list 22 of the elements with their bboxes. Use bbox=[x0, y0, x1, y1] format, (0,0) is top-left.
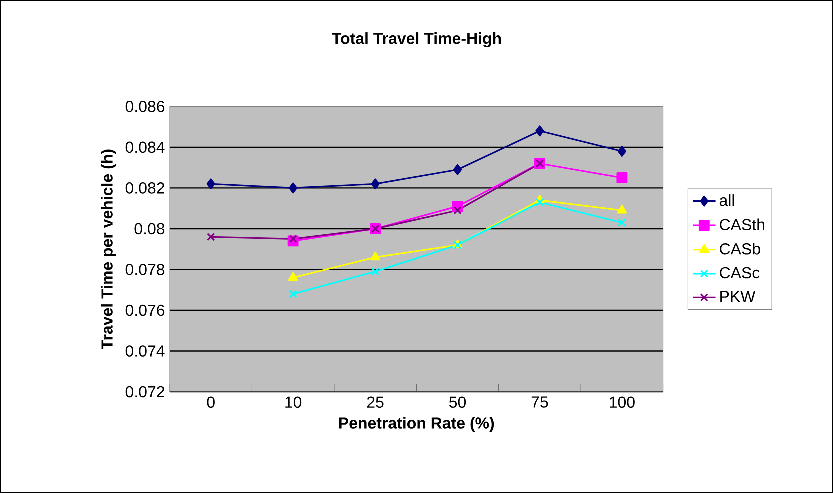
y-tick-label: 0.082 bbox=[126, 182, 164, 194]
y-tick-label: 0.076 bbox=[126, 304, 165, 316]
y-tick-label: 0.074 bbox=[126, 346, 165, 357]
x-axis-title: Penetration Rate (%) bbox=[339, 417, 494, 432]
x-tick-label: 25 bbox=[367, 396, 384, 408]
legend-label: all bbox=[720, 194, 734, 206]
legend-label: PKW bbox=[720, 291, 756, 302]
y-tick-label: 0.072 bbox=[126, 386, 164, 398]
x-tick-label: 10 bbox=[286, 396, 302, 408]
y-tick-label: 0.084 bbox=[126, 142, 165, 154]
y-tick-label: 0.086 bbox=[126, 101, 165, 112]
x-tick-label: 75 bbox=[532, 396, 548, 408]
legend-label: CASth bbox=[720, 218, 764, 231]
legend-label: CASc bbox=[720, 267, 760, 279]
legend-label: CASb bbox=[720, 243, 760, 255]
y-tick-label: 0.078 bbox=[126, 264, 165, 276]
x-tick-label: 50 bbox=[450, 396, 466, 408]
y-tick-label: 0.08 bbox=[134, 223, 165, 235]
chart-title: Total Travel Time-High bbox=[332, 32, 502, 48]
x-tick-label: 0 bbox=[207, 396, 215, 408]
x-tick-label: 100 bbox=[610, 396, 635, 408]
y-axis-title: Travel Time per vehicle (h) bbox=[101, 150, 116, 350]
